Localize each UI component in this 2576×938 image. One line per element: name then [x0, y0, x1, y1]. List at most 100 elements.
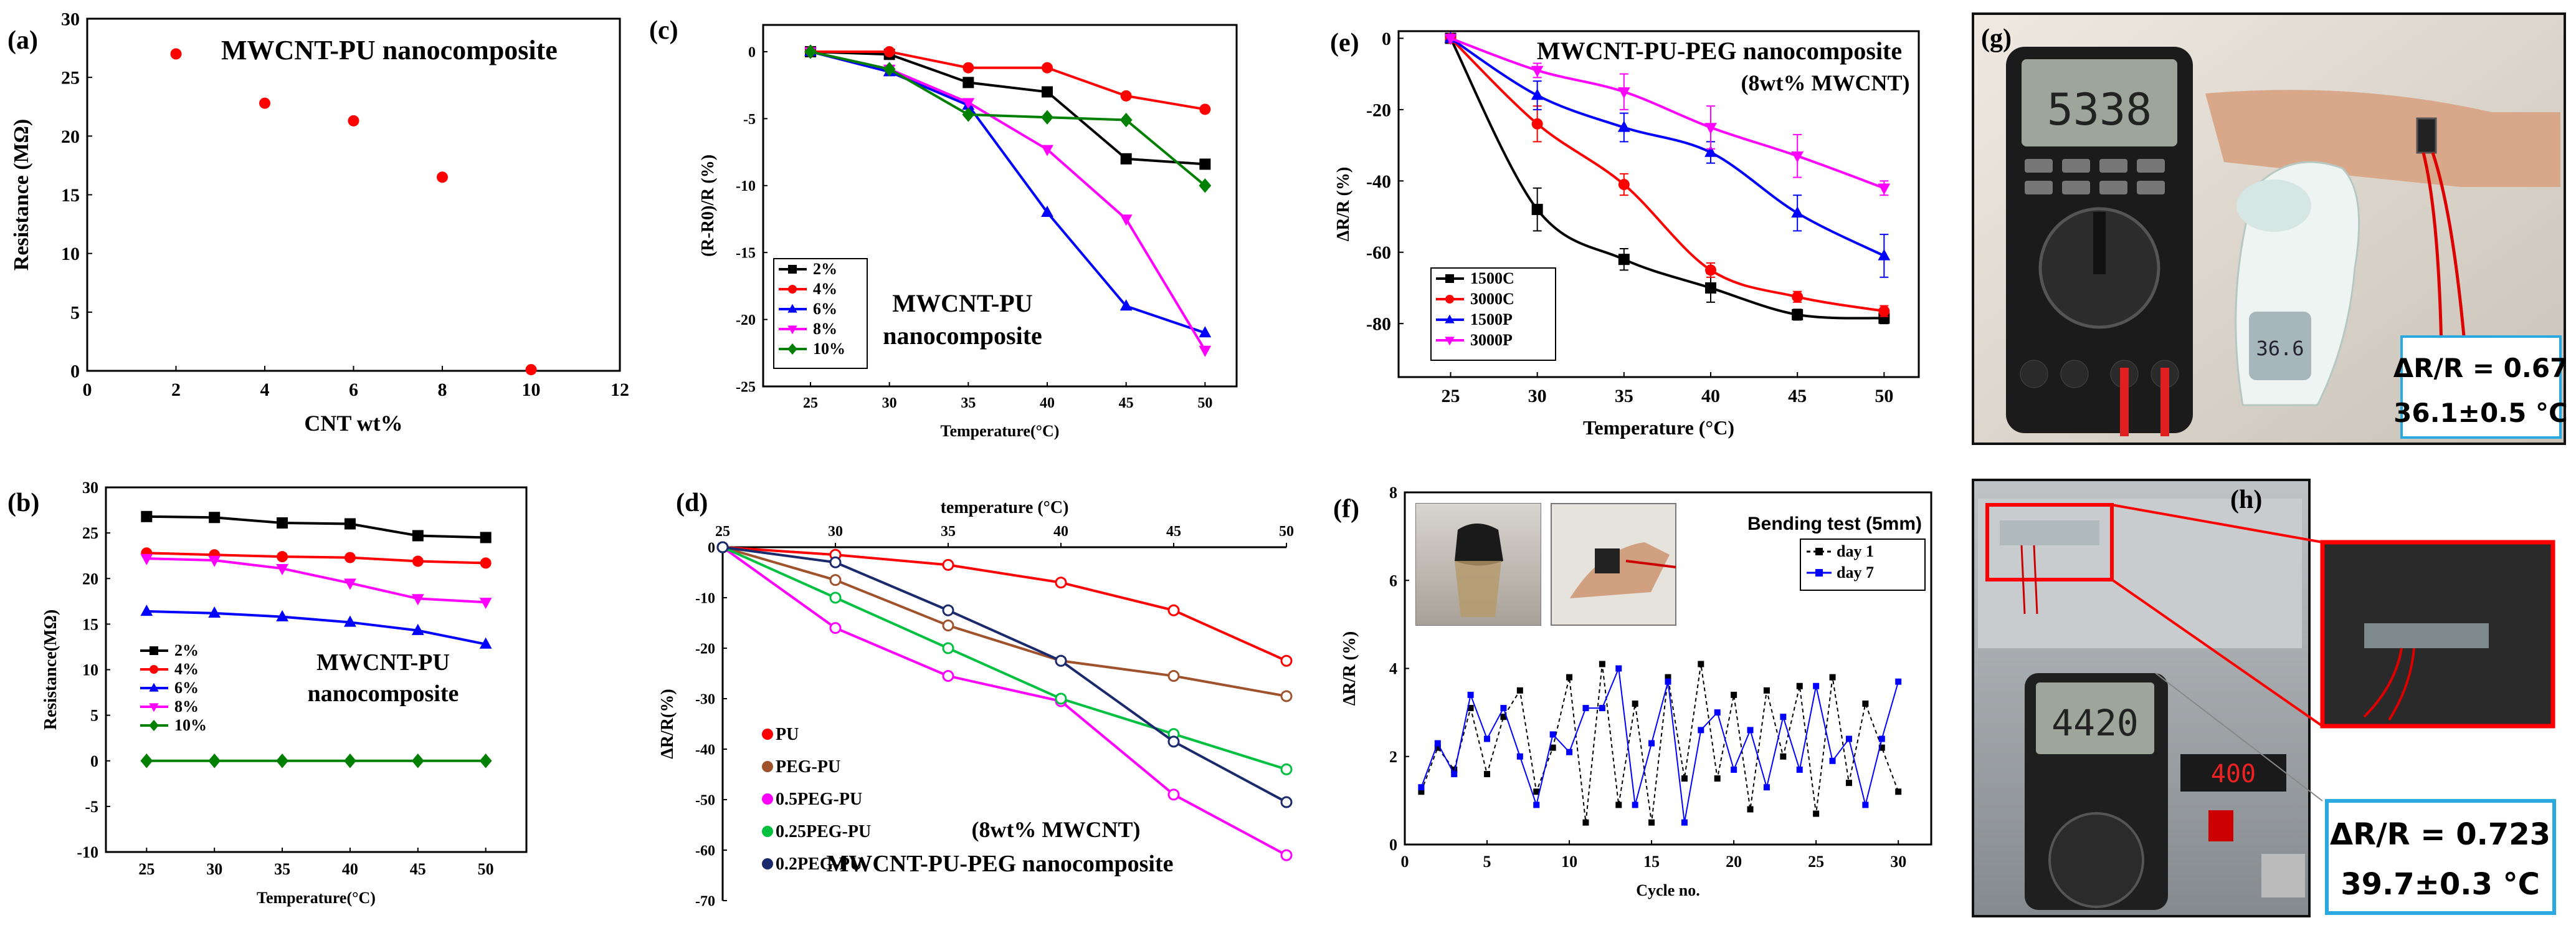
series-10% [804, 44, 1212, 193]
legend-marker [762, 793, 773, 805]
y-tick-label: -80 [1366, 314, 1391, 335]
data-point [1714, 709, 1721, 716]
data-point [942, 670, 954, 682]
chart-title: MWCNT-PU nanocomposite [221, 35, 558, 65]
data-point [1845, 735, 1852, 742]
data-point [1533, 802, 1540, 808]
x-tick-label: 5 [1483, 853, 1491, 871]
plot-frame [86, 17, 621, 372]
x-tick-label: 0 [83, 380, 92, 400]
data-point [1796, 766, 1803, 773]
data-point [1705, 264, 1716, 276]
panel-tag-g: (g) [1981, 24, 2012, 53]
callout-g [2400, 335, 2562, 439]
series-line [810, 50, 1205, 166]
data-point [1041, 145, 1053, 156]
data-point [1280, 654, 1293, 667]
data-point [942, 642, 954, 654]
data-point [942, 558, 954, 571]
y-tick-label: 15 [82, 615, 98, 633]
series-line [1450, 37, 1885, 189]
y-axis-label: ΔR/R (%) [1334, 167, 1353, 241]
data-point [1055, 654, 1067, 667]
data-point [1199, 178, 1212, 193]
data-point [1418, 784, 1425, 791]
data-point [1119, 299, 1133, 311]
y-tick-label: -30 [695, 691, 715, 707]
legend-label: 0.5PEG-PU [776, 790, 862, 809]
data-point [829, 556, 842, 568]
y-tick-label: 15 [61, 185, 80, 206]
chart-b: 25 30 35 40 45 50 -10 -5 0 5 10 15 20 25 30 Temperature… [41, 479, 528, 907]
x-tick-label: 50 [1875, 386, 1893, 406]
legend-label: 6% [813, 300, 837, 318]
data-point [716, 541, 729, 553]
data-point [479, 754, 492, 768]
data-point [1549, 744, 1556, 751]
data-point [1484, 735, 1491, 742]
legend-label: 8% [174, 697, 199, 715]
data-point [479, 637, 492, 649]
data-point [1796, 682, 1803, 689]
data-point [942, 620, 954, 632]
data-point [962, 77, 974, 89]
data-point [1617, 87, 1630, 99]
data-point [1531, 118, 1543, 130]
series-4% [141, 547, 492, 569]
y-tick-label: -10 [77, 843, 98, 861]
data-point [942, 604, 954, 616]
y-tick-label: -10 [736, 178, 756, 194]
data-point [1418, 788, 1425, 795]
y-tick-label: -60 [1366, 242, 1391, 263]
y-tick-label: 10 [82, 661, 98, 679]
data-point [480, 557, 492, 569]
series-line [810, 50, 1205, 334]
x-tick-label: 40 [1053, 524, 1068, 540]
data-point [1681, 775, 1688, 782]
data-point [1791, 151, 1804, 163]
x-axis-label: Cycle no. [1636, 881, 1700, 899]
panel-tag-d: (d) [676, 489, 708, 517]
legend-marker [1445, 337, 1455, 346]
legend-marker [1445, 295, 1454, 304]
callout-h-line1: ΔR/R = 0.723 [2330, 817, 2550, 852]
panel-tag-f: (f) [1333, 495, 1359, 524]
panel-tag-c: (c) [649, 16, 678, 45]
data-point [1434, 740, 1441, 747]
series-6% [140, 605, 492, 649]
panel-tag-b: (b) [7, 489, 39, 517]
legend-label: 4% [813, 280, 837, 298]
legend-label: 1500C [1470, 269, 1514, 287]
series-day 1 [1418, 661, 1902, 826]
data-point [411, 594, 424, 606]
legend-label: 8% [813, 320, 837, 338]
data-point [1199, 158, 1211, 170]
data-point [1878, 735, 1885, 742]
data-point [1280, 690, 1293, 702]
x-tick-label: 25 [1442, 386, 1460, 406]
data-point [1698, 727, 1704, 734]
legend-label: 3000P [1470, 331, 1513, 349]
data-point [1731, 766, 1737, 773]
legend-label: 10% [174, 716, 207, 734]
y-tick-label: -25 [736, 379, 756, 395]
data-point [1042, 62, 1053, 74]
photo-g: 5338 36.6 ΔR/R = 0.67 36.1±0.5 °C (g) [1972, 12, 2568, 445]
y-tick-label: 2 [1389, 748, 1397, 766]
legend-marker [788, 265, 797, 274]
legend-marker [762, 826, 773, 837]
data-point [1599, 705, 1605, 712]
x-tick-label: 4 [260, 380, 270, 400]
chart-annotation: (8wt% MWCNT) [972, 817, 1141, 842]
x-tick-label: 35 [274, 860, 290, 878]
data-point [1615, 665, 1622, 672]
data-point [1665, 674, 1671, 681]
x-tick-label: 50 [478, 860, 494, 878]
series-4% [805, 45, 1211, 115]
data-point [1119, 112, 1133, 128]
data-point [1444, 34, 1457, 45]
panel-tag-e: (e) [1330, 29, 1359, 57]
data-point [1792, 309, 1804, 320]
y-tick-label: 4 [1389, 660, 1397, 678]
data-point [1599, 661, 1605, 668]
